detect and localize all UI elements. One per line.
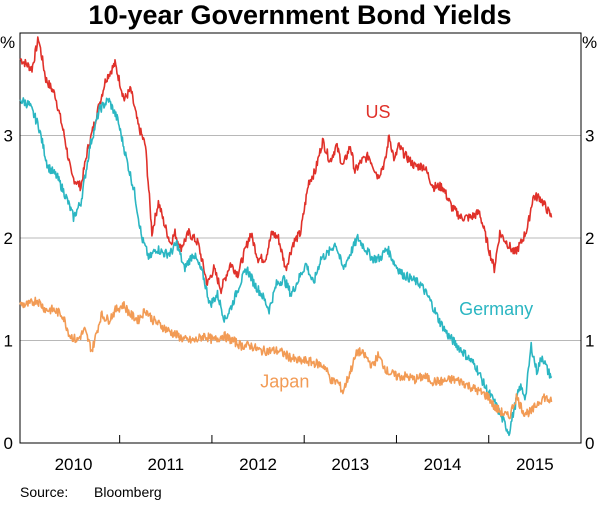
y-tick-label-left: 1 <box>4 332 13 351</box>
y-unit-right: % <box>582 33 597 52</box>
chart-title: 10-year Government Bond Yields <box>88 0 512 30</box>
series-label-japan: Japan <box>260 372 309 392</box>
axes-layer: 0 0 1 1 2 2 3 3% % 2010 2011 2012 2013 2014 2015 <box>0 32 597 474</box>
x-tick-label: 2012 <box>239 455 277 474</box>
series-line-japan <box>19 296 553 420</box>
y-tick-label-left: 0 <box>4 434 13 453</box>
source-note: Source: Bloomberg <box>20 484 162 500</box>
y-tick-label-right: 0 <box>585 434 594 453</box>
y-tick-label-right: 1 <box>585 332 594 351</box>
y-tick-label-right: 3 <box>585 127 594 146</box>
series-line-us <box>19 36 553 295</box>
y-tick-label-left: 2 <box>4 229 13 248</box>
x-tick-label: 2013 <box>331 455 369 474</box>
series-label-us: US <box>365 102 390 122</box>
source-value: Bloomberg <box>94 484 162 500</box>
label-layer: US Germany Japan <box>260 102 533 392</box>
y-tick-label-left: 3 <box>4 127 13 146</box>
x-tick-label: 2015 <box>516 455 554 474</box>
series-line-germany <box>19 97 553 437</box>
plot-frame <box>19 32 582 444</box>
series-label-germany: Germany <box>459 299 533 319</box>
y-tick-label-right: 2 <box>585 229 594 248</box>
source-label: Source: <box>20 484 69 500</box>
x-tick-label: 2010 <box>55 455 93 474</box>
x-tick-label: 2014 <box>424 455 462 474</box>
x-tick-label: 2011 <box>148 455 185 474</box>
y-unit-left: % <box>0 33 15 52</box>
series-layer <box>19 36 553 437</box>
